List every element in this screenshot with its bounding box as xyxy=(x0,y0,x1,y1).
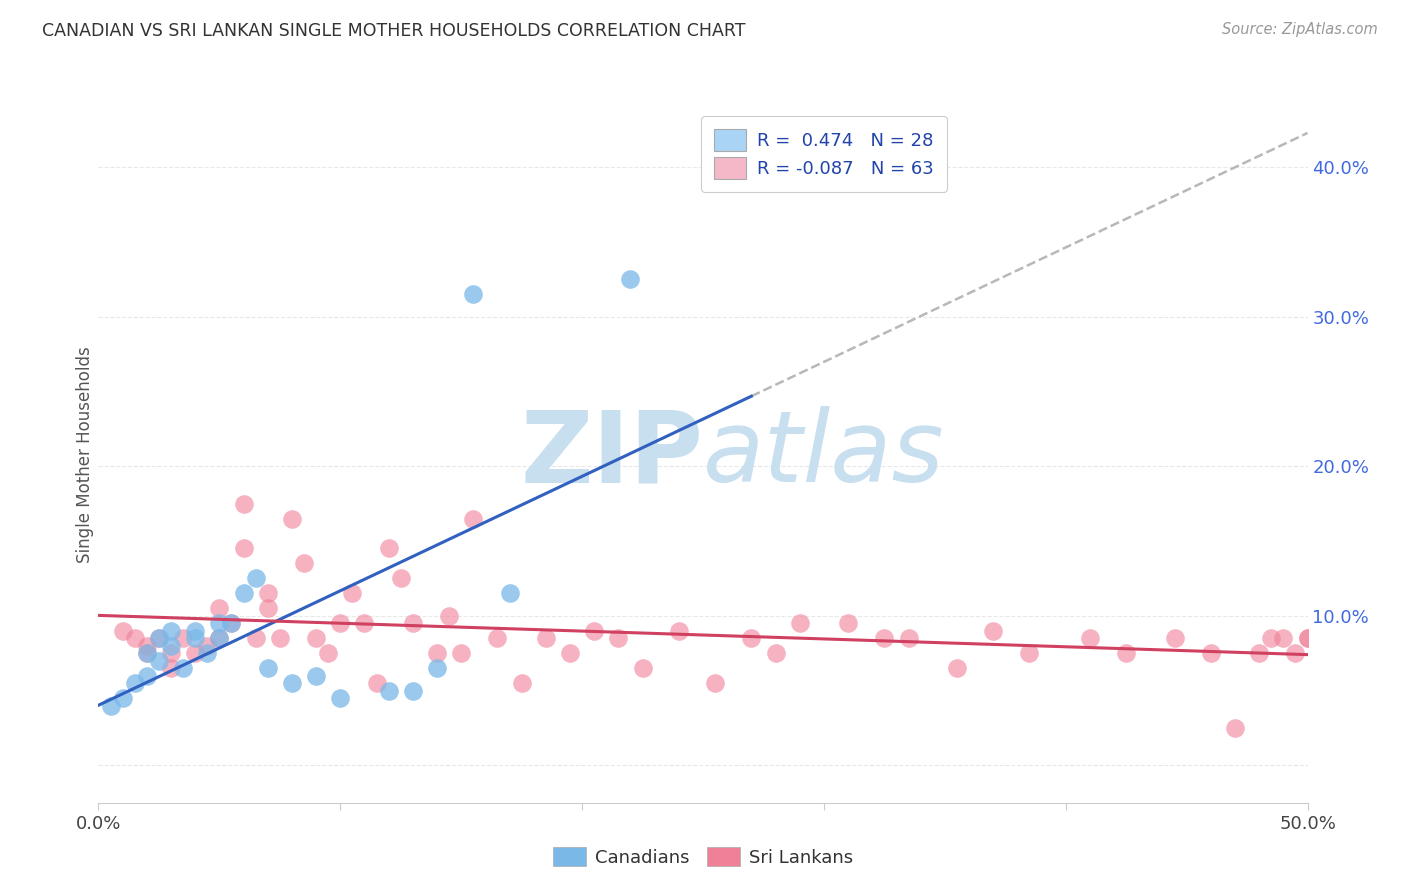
Point xyxy=(426,661,449,675)
Point xyxy=(740,631,762,645)
Point xyxy=(124,631,146,645)
Point xyxy=(281,676,304,690)
Point xyxy=(292,557,315,571)
Point xyxy=(184,624,207,638)
Point xyxy=(256,601,278,615)
Point xyxy=(463,511,485,525)
Legend: Canadians, Sri Lankans: Canadians, Sri Lankans xyxy=(546,840,860,874)
Point xyxy=(1115,646,1137,660)
Point xyxy=(135,668,157,682)
Point xyxy=(305,668,328,682)
Point xyxy=(208,631,231,645)
Point xyxy=(221,616,243,631)
Point xyxy=(1272,631,1295,645)
Point xyxy=(946,661,969,675)
Point xyxy=(135,646,157,660)
Point xyxy=(245,571,267,585)
Point xyxy=(160,646,183,660)
Point xyxy=(389,571,412,585)
Legend: R =  0.474   N = 28, R = -0.087   N = 63: R = 0.474 N = 28, R = -0.087 N = 63 xyxy=(702,116,946,192)
Point xyxy=(583,624,606,638)
Point xyxy=(1249,646,1271,660)
Point xyxy=(1199,646,1222,660)
Point xyxy=(100,698,122,713)
Point xyxy=(172,631,194,645)
Point xyxy=(160,661,183,675)
Point xyxy=(269,631,291,645)
Point xyxy=(342,586,364,600)
Point xyxy=(184,646,207,660)
Point xyxy=(353,616,375,631)
Y-axis label: Single Mother Households: Single Mother Households xyxy=(76,347,94,563)
Point xyxy=(329,616,352,631)
Point xyxy=(232,541,254,556)
Point xyxy=(450,646,472,660)
Point xyxy=(1260,631,1282,645)
Point xyxy=(195,639,218,653)
Point xyxy=(232,497,254,511)
Point xyxy=(329,691,352,706)
Point xyxy=(402,683,425,698)
Point xyxy=(558,646,581,660)
Point xyxy=(426,646,449,660)
Point xyxy=(208,616,231,631)
Point xyxy=(111,691,134,706)
Point xyxy=(463,287,485,301)
Point xyxy=(510,676,533,690)
Point xyxy=(1163,631,1185,645)
Point xyxy=(160,639,183,653)
Point xyxy=(245,631,267,645)
Point xyxy=(607,631,630,645)
Text: ZIP: ZIP xyxy=(520,407,703,503)
Point xyxy=(837,616,859,631)
Point xyxy=(208,631,231,645)
Point xyxy=(486,631,509,645)
Point xyxy=(184,631,207,645)
Text: CANADIAN VS SRI LANKAN SINGLE MOTHER HOUSEHOLDS CORRELATION CHART: CANADIAN VS SRI LANKAN SINGLE MOTHER HOU… xyxy=(42,22,745,40)
Point xyxy=(402,616,425,631)
Point xyxy=(704,676,727,690)
Point xyxy=(789,616,811,631)
Point xyxy=(1296,631,1319,645)
Point xyxy=(1018,646,1040,660)
Point xyxy=(1223,721,1246,735)
Point xyxy=(873,631,896,645)
Point xyxy=(619,272,641,286)
Point xyxy=(208,601,231,615)
Point xyxy=(437,608,460,623)
Point xyxy=(366,676,388,690)
Point xyxy=(148,631,170,645)
Point xyxy=(221,616,243,631)
Point xyxy=(498,586,520,600)
Point xyxy=(281,511,304,525)
Point xyxy=(668,624,690,638)
Text: atlas: atlas xyxy=(703,407,945,503)
Point xyxy=(124,676,146,690)
Point xyxy=(377,683,399,698)
Point xyxy=(534,631,557,645)
Point xyxy=(172,661,194,675)
Point xyxy=(1078,631,1101,645)
Point xyxy=(195,646,218,660)
Point xyxy=(305,631,328,645)
Point xyxy=(135,639,157,653)
Point xyxy=(1284,646,1306,660)
Point xyxy=(135,646,157,660)
Point xyxy=(765,646,787,660)
Text: Source: ZipAtlas.com: Source: ZipAtlas.com xyxy=(1222,22,1378,37)
Point xyxy=(631,661,654,675)
Point xyxy=(981,624,1004,638)
Point xyxy=(148,654,170,668)
Point xyxy=(111,624,134,638)
Point xyxy=(256,661,278,675)
Point xyxy=(256,586,278,600)
Point xyxy=(377,541,399,556)
Point xyxy=(232,586,254,600)
Point xyxy=(1296,631,1319,645)
Point xyxy=(316,646,339,660)
Point xyxy=(148,631,170,645)
Point xyxy=(160,624,183,638)
Point xyxy=(897,631,920,645)
